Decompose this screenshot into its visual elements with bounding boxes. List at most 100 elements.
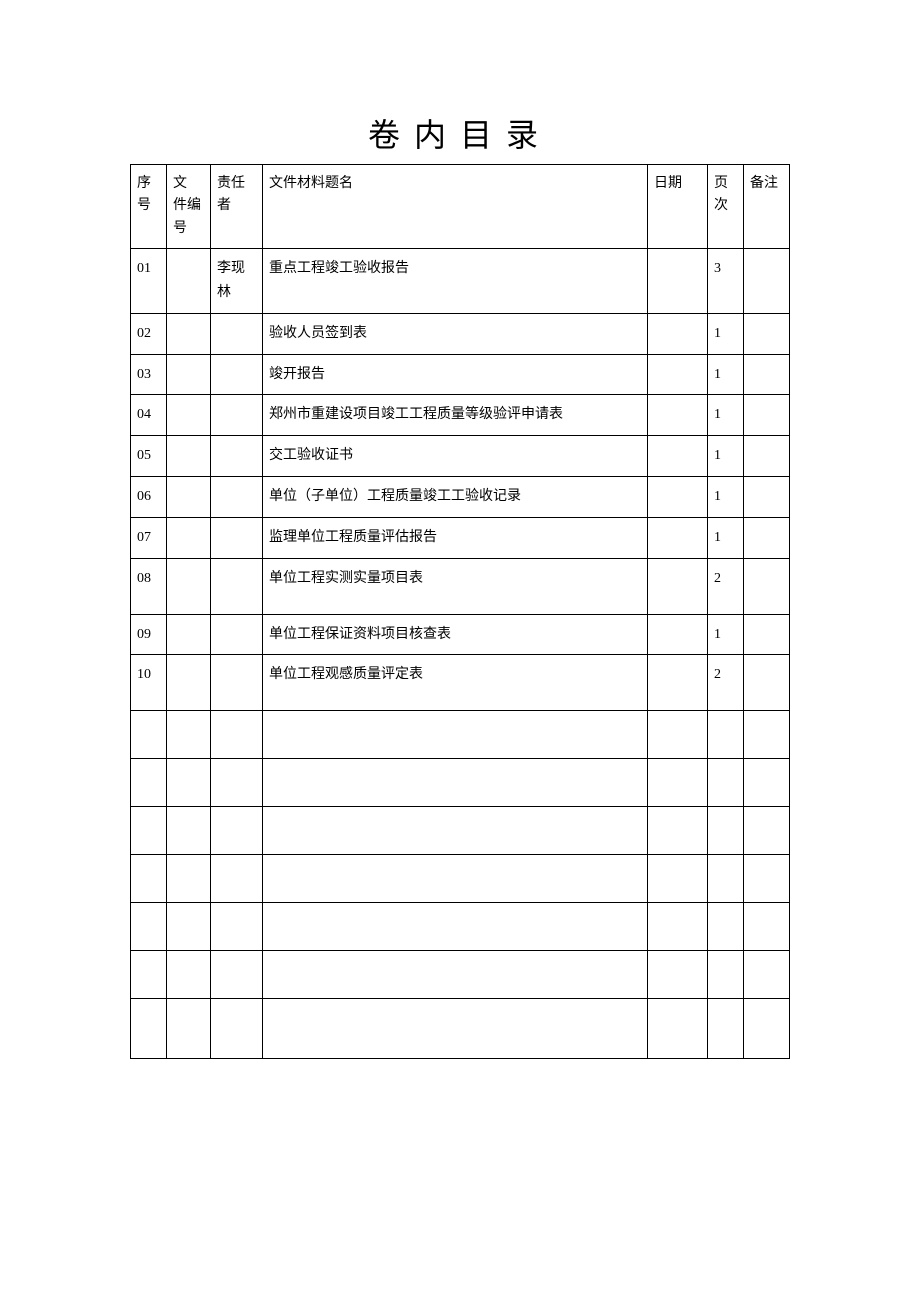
cell-remark (744, 614, 790, 655)
cell-remark (744, 655, 790, 711)
col-docno: 文 件编号 (167, 165, 211, 249)
cell-empty (211, 903, 263, 951)
cell-page: 1 (708, 436, 744, 477)
cell-empty (708, 951, 744, 999)
col-remark: 备注 (744, 165, 790, 249)
table-row: 09 单位工程保证资料项目核查表 1 (131, 614, 790, 655)
cell-page: 3 (708, 249, 744, 314)
cell-empty (211, 711, 263, 759)
cell-empty (648, 759, 708, 807)
cell-seq: 10 (131, 655, 167, 711)
cell-empty (744, 711, 790, 759)
cell-empty (648, 855, 708, 903)
cell-title: 重点工程竣工验收报告 (263, 249, 648, 314)
cell-empty (131, 759, 167, 807)
cell-empty (167, 759, 211, 807)
cell-empty (648, 951, 708, 999)
col-resp: 责任者 (211, 165, 263, 249)
cell-remark (744, 476, 790, 517)
cell-remark (744, 354, 790, 395)
cell-title: 郑州市重建设项目竣工工程质量等级验评申请表 (263, 395, 648, 436)
cell-date (648, 558, 708, 614)
cell-empty (167, 999, 211, 1059)
cell-docno (167, 517, 211, 558)
cell-empty (263, 903, 648, 951)
cell-responsible (211, 313, 263, 354)
cell-empty (211, 999, 263, 1059)
cell-docno (167, 313, 211, 354)
cell-empty (263, 999, 648, 1059)
cell-page: 1 (708, 614, 744, 655)
cell-date (648, 249, 708, 314)
cell-responsible (211, 436, 263, 477)
cell-responsible (211, 614, 263, 655)
cell-empty (211, 759, 263, 807)
cell-date (648, 395, 708, 436)
cell-empty (648, 711, 708, 759)
cell-remark (744, 249, 790, 314)
cell-docno (167, 249, 211, 314)
cell-seq: 07 (131, 517, 167, 558)
page-title: 卷内目录 (130, 110, 790, 156)
cell-seq: 01 (131, 249, 167, 314)
cell-responsible (211, 476, 263, 517)
cell-empty (167, 711, 211, 759)
cell-empty (263, 759, 648, 807)
cell-empty (131, 999, 167, 1059)
cell-date (648, 354, 708, 395)
cell-seq: 02 (131, 313, 167, 354)
cell-remark (744, 436, 790, 477)
cell-page: 1 (708, 395, 744, 436)
cell-empty (211, 855, 263, 903)
cell-remark (744, 558, 790, 614)
cell-docno (167, 558, 211, 614)
catalog-table: 序号 文 件编号 责任者 文件材料题名 日期 页次 备注 01 李现林重点工程竣工… (130, 164, 790, 1059)
cell-empty (167, 951, 211, 999)
cell-docno (167, 655, 211, 711)
cell-seq: 04 (131, 395, 167, 436)
table-body: 01李现林重点工程竣工验收报告302验收人员签到表103竣开报告104郑州市重建… (131, 249, 790, 1059)
table-header-row: 序号 文 件编号 责任者 文件材料题名 日期 页次 备注 (131, 165, 790, 249)
cell-empty (167, 807, 211, 855)
col-page: 页次 (708, 165, 744, 249)
cell-seq: 06 (131, 476, 167, 517)
cell-date (648, 517, 708, 558)
cell-seq: 09 (131, 614, 167, 655)
cell-empty (131, 903, 167, 951)
cell-empty (744, 951, 790, 999)
cell-title: 监理单位工程质量评估报告 (263, 517, 648, 558)
table-row-empty (131, 999, 790, 1059)
cell-empty (708, 711, 744, 759)
cell-seq: 03 (131, 354, 167, 395)
cell-empty (263, 807, 648, 855)
col-date: 日期 (648, 165, 708, 249)
table-row: 02验收人员签到表1 (131, 313, 790, 354)
cell-page: 1 (708, 476, 744, 517)
cell-title: 单位工程保证资料项目核查表 (263, 614, 648, 655)
cell-responsible: 李现林 (211, 249, 263, 314)
cell-empty (263, 855, 648, 903)
cell-seq: 08 (131, 558, 167, 614)
cell-empty (744, 807, 790, 855)
table-row: 05交工验收证书1 (131, 436, 790, 477)
cell-empty (131, 855, 167, 903)
cell-empty (744, 855, 790, 903)
cell-responsible (211, 558, 263, 614)
cell-empty (708, 999, 744, 1059)
cell-title: 交工验收证书 (263, 436, 648, 477)
cell-responsible (211, 354, 263, 395)
table-row: 08单位工程实测实量项目表2 (131, 558, 790, 614)
cell-empty (708, 759, 744, 807)
table-row: 04 郑州市重建设项目竣工工程质量等级验评申请表 1 (131, 395, 790, 436)
col-seq: 序号 (131, 165, 167, 249)
cell-date (648, 476, 708, 517)
cell-title: 单位（子单位）工程质量竣工工验收记录 (263, 476, 648, 517)
cell-date (648, 655, 708, 711)
cell-page: 2 (708, 655, 744, 711)
col-title: 文件材料题名 (263, 165, 648, 249)
cell-empty (131, 807, 167, 855)
cell-empty (263, 711, 648, 759)
cell-date (648, 313, 708, 354)
cell-empty (131, 951, 167, 999)
cell-empty (744, 903, 790, 951)
